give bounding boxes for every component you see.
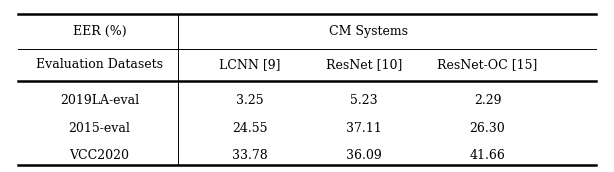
Text: 2015-eval: 2015-eval xyxy=(69,122,130,136)
Text: 2019LA-eval: 2019LA-eval xyxy=(60,94,139,107)
Text: 3.25: 3.25 xyxy=(236,94,263,107)
Text: VCC2020: VCC2020 xyxy=(69,149,130,162)
Text: 5.23: 5.23 xyxy=(351,94,378,107)
Text: CM Systems: CM Systems xyxy=(329,25,408,38)
Text: EER (%): EER (%) xyxy=(72,25,126,38)
Text: 41.66: 41.66 xyxy=(470,149,505,162)
Text: Evaluation Datasets: Evaluation Datasets xyxy=(36,58,163,71)
Text: ResNet [10]: ResNet [10] xyxy=(326,58,402,71)
Text: LCNN [9]: LCNN [9] xyxy=(219,58,281,71)
Text: 37.11: 37.11 xyxy=(346,122,382,136)
Text: 26.30: 26.30 xyxy=(470,122,505,136)
Text: 36.09: 36.09 xyxy=(346,149,382,162)
Text: 24.55: 24.55 xyxy=(232,122,268,136)
Text: ResNet-OC [15]: ResNet-OC [15] xyxy=(437,58,538,71)
Text: 2.29: 2.29 xyxy=(474,94,501,107)
Text: 33.78: 33.78 xyxy=(232,149,268,162)
